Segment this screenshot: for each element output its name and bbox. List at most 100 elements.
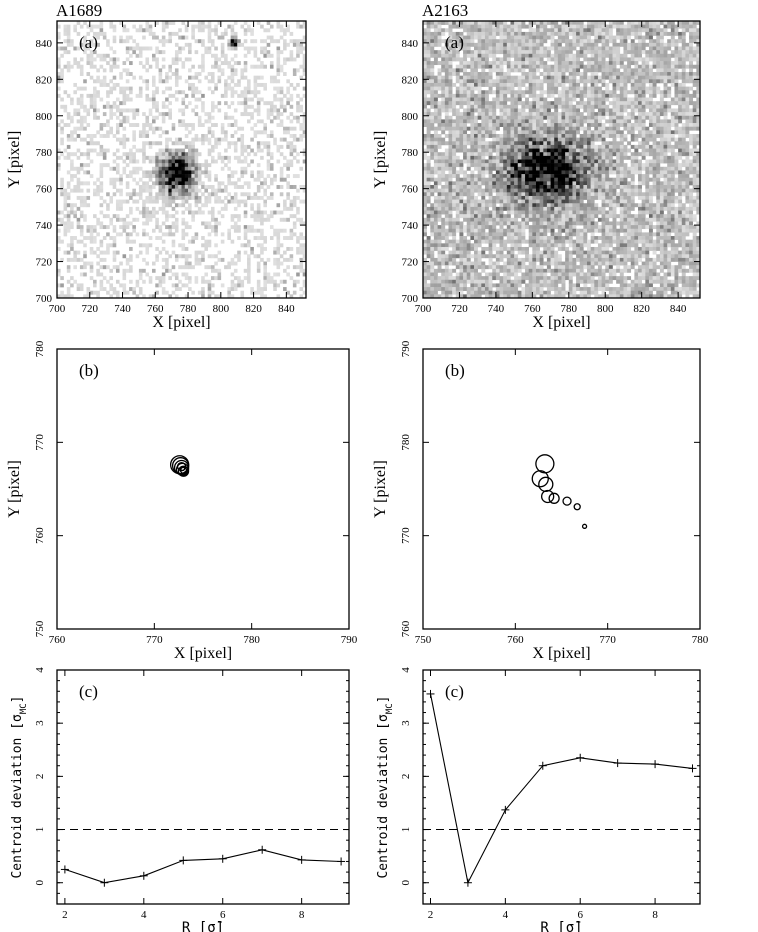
heatmap-cell xyxy=(214,261,218,266)
heatmap-cell xyxy=(240,185,245,189)
heatmap-cell xyxy=(484,159,489,164)
heatmap-cell xyxy=(70,177,74,182)
heatmap-cell xyxy=(256,195,261,200)
heatmap-cell xyxy=(145,250,150,255)
heatmap-cell xyxy=(550,261,555,266)
heatmap-cell xyxy=(517,199,522,204)
heatmap-cell xyxy=(517,228,522,233)
heatmap-cell xyxy=(299,64,304,69)
heatmap-cell xyxy=(148,112,153,117)
heatmap-cell xyxy=(463,133,468,138)
heatmap-cell xyxy=(535,123,540,127)
heatmap-cell xyxy=(532,130,537,135)
heatmap-cell xyxy=(510,272,515,277)
heatmap-cell xyxy=(168,195,172,200)
heatmap-cell xyxy=(444,257,449,262)
heatmap-cell xyxy=(135,170,140,175)
heatmap-cell xyxy=(178,192,182,197)
heatmap-cell xyxy=(302,93,307,98)
heatmap-cell xyxy=(488,64,493,69)
heatmap-cell xyxy=(539,126,544,131)
heatmap-cell xyxy=(550,272,555,277)
heatmap-cell xyxy=(481,188,486,193)
heatmap-cell xyxy=(66,192,71,197)
heatmap-cell xyxy=(499,57,504,62)
heatmap-cell xyxy=(514,254,519,259)
heatmap-cell xyxy=(481,61,486,66)
heatmap-cell xyxy=(201,64,205,69)
heatmap-cell xyxy=(459,93,464,98)
heatmap-cell xyxy=(112,61,117,66)
heatmap-cell xyxy=(521,250,526,255)
heatmap-cell xyxy=(122,170,127,175)
heatmap-cell xyxy=(477,53,482,58)
heatmap-cell xyxy=(125,214,130,219)
heatmap-cell xyxy=(510,148,515,153)
heatmap-cell xyxy=(539,199,544,204)
heatmap-cell xyxy=(138,133,143,138)
heatmap-cell xyxy=(459,115,464,120)
heatmap-cell xyxy=(233,261,238,266)
heatmap-cell xyxy=(423,225,427,230)
heatmap-cell xyxy=(463,261,468,266)
heatmap-cell xyxy=(63,199,68,204)
heatmap-cell xyxy=(184,272,189,277)
heatmap-cell xyxy=(263,210,267,215)
heatmap-cell xyxy=(452,232,457,237)
heatmap-cell xyxy=(433,203,438,208)
heatmap-cell xyxy=(495,64,500,69)
heatmap-cell xyxy=(243,101,248,106)
heatmap-cell xyxy=(477,214,482,219)
heatmap-cell xyxy=(240,68,245,73)
heatmap-cell xyxy=(148,217,153,222)
heatmap-cell xyxy=(470,50,475,55)
heatmap-cell xyxy=(145,188,150,193)
heatmap-cell xyxy=(83,181,87,186)
heatmap-cell xyxy=(112,228,117,233)
heatmap-cell xyxy=(506,46,511,51)
heatmap-cell xyxy=(546,159,551,164)
heatmap-cell xyxy=(273,177,277,182)
heatmap-cell xyxy=(535,170,540,175)
heatmap-cell xyxy=(145,86,150,91)
heatmap-cell xyxy=(63,46,68,51)
heatmap-cell xyxy=(525,50,529,55)
heatmap-cell xyxy=(296,82,300,87)
heatmap-cell xyxy=(441,108,446,113)
heatmap-cell xyxy=(102,148,107,153)
heatmap-cell xyxy=(430,188,435,193)
heatmap-cell xyxy=(138,276,143,281)
heatmap-cell xyxy=(525,217,529,222)
heatmap-cell xyxy=(426,214,431,219)
heatmap-cell xyxy=(76,46,81,51)
heatmap-cell xyxy=(481,75,486,80)
heatmap-cell xyxy=(194,199,199,204)
heatmap-cell xyxy=(495,68,500,73)
heatmap-cell xyxy=(459,75,464,80)
heatmap-cell xyxy=(145,68,150,73)
heatmap-cell xyxy=(503,217,508,222)
heatmap-cell xyxy=(528,72,533,76)
heatmap-cell xyxy=(528,254,533,259)
heatmap-cell xyxy=(535,163,540,168)
heatmap-cell xyxy=(122,221,127,226)
heatmap-cell xyxy=(263,144,267,149)
heatmap-cell xyxy=(550,101,555,106)
heatmap-cell xyxy=(178,174,182,179)
heatmap-cell xyxy=(299,250,304,255)
heatmap-cell xyxy=(444,72,449,76)
heatmap-cell xyxy=(125,86,130,91)
heatmap-cell xyxy=(517,174,522,179)
heatmap-cell xyxy=(292,115,297,120)
heatmap-cell xyxy=(161,28,166,33)
heatmap-cell xyxy=(83,272,87,277)
heatmap-cell xyxy=(492,246,497,251)
heatmap-cell xyxy=(256,236,261,240)
heatmap-cell xyxy=(207,239,212,244)
heatmap-cell xyxy=(452,246,457,251)
heatmap-cell xyxy=(539,53,544,58)
heatmap-cell xyxy=(455,42,460,47)
heatmap-cell xyxy=(247,181,251,186)
heatmap-cell xyxy=(550,42,555,47)
heatmap-cell xyxy=(302,123,307,127)
